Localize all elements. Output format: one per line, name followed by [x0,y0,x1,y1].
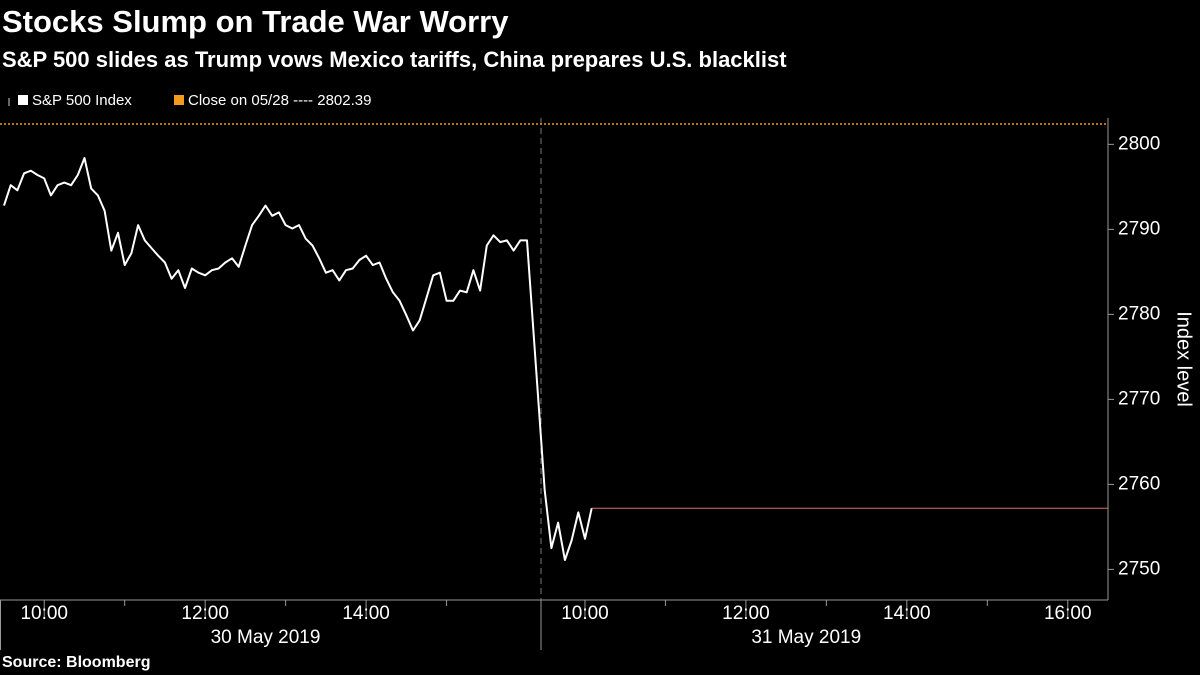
y-axis-title: Index level [1173,311,1195,407]
y-tick-label: 2800 [1118,133,1160,154]
legend-label: Close on 05/28 ---- 2802.39 [188,92,371,109]
legend-swatch [174,95,184,105]
x-tick-label: 14:00 [883,603,931,624]
source: Source: Bloomberg [2,654,150,671]
y-tick-label: 2750 [1118,558,1160,579]
x-tick-label: 12:00 [181,603,229,624]
chart-subtitle: S&P 500 slides as Trump vows Mexico tari… [2,47,787,72]
date-label: 30 May 2019 [211,627,321,648]
x-tick-label: 14:00 [342,603,390,624]
y-tick-label: 2790 [1118,218,1160,239]
x-tick-label: 10:00 [20,603,68,624]
x-tick-label: 12:00 [722,603,770,624]
y-tick-label: 2760 [1118,473,1160,494]
date-label: 31 May 2019 [751,627,861,648]
series-line [3,157,593,561]
legend-swatch [18,95,28,105]
y-tick-label: 2770 [1118,388,1160,409]
chart-title: Stocks Slump on Trade War Worry [2,4,509,39]
x-tick-label: 16:00 [1044,603,1092,624]
y-tick-label: 2780 [1118,303,1160,324]
x-tick-label: 10:00 [561,603,609,624]
legend-label: S&P 500 Index [32,92,132,109]
